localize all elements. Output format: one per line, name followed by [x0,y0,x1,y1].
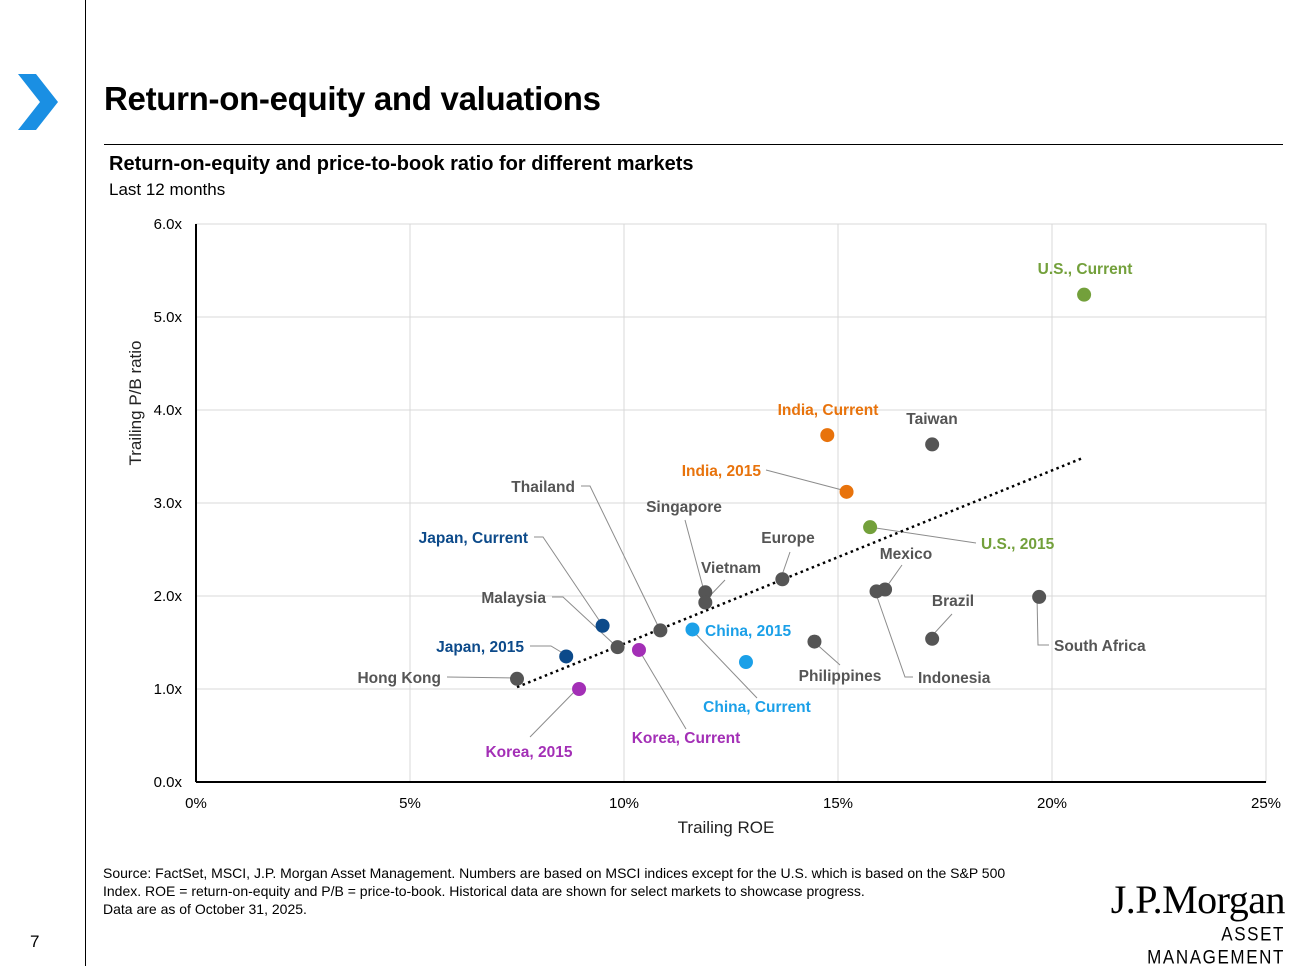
data-point [698,595,713,610]
x-tick-label: 5% [399,795,421,812]
leader-line [529,687,579,738]
data-label: South Africa [1054,638,1146,655]
source-line: Source: FactSet, MSCI, J.P. Morgan Asset… [103,865,1006,881]
data-label: Japan, Current [419,530,528,547]
source-line: Data are as of October 31, 2025. [103,901,307,917]
y-tick-label: 4.0x [154,402,183,419]
data-point [1077,287,1092,302]
data-label: Mexico [880,546,933,563]
x-axis-title: Trailing ROE [678,818,775,837]
leader-line [534,536,604,627]
data-label: Brazil [932,593,974,610]
x-tick-label: 10% [609,795,639,812]
leader-line [581,485,661,631]
data-point [807,634,822,649]
data-point [595,618,610,633]
scatter-chart: 0% 5% 10% 15% 20% 25% 0.0x 1.0x 2.0x 3.0x 4.0x 5.0x… [126,216,1281,837]
y-tick-label: 0.0x [154,774,183,791]
data-point [738,655,753,670]
data-label: Indonesia [918,670,991,687]
data-label: Vietnam [701,560,761,577]
data-label: China, Current [703,699,811,716]
leader-line [1036,595,1049,646]
y-tick-label: 3.0x [154,495,183,512]
jpmorgan-logo: J.P.Morgan ASSET MANAGEMENT [1100,877,1286,968]
y-tick-label: 2.0x [154,588,183,605]
data-point [925,631,940,646]
chart-subtitle: Last 12 months [109,180,226,199]
data-label: Europe [761,530,815,547]
data-point [925,437,940,452]
leader-line [638,649,687,730]
data-label: China, 2015 [705,623,792,640]
y-tick-label: 6.0x [154,216,183,233]
data-label: U.S., 2015 [981,536,1055,553]
logo-subtitle: ASSET MANAGEMENT [1147,923,1285,968]
data-point [698,585,713,600]
title-divider [104,144,1283,145]
data-label: Japan, 2015 [436,639,524,656]
data-label: Malaysia [481,590,546,607]
data-label: U.S., Current [1038,261,1133,278]
data-label: India, 2015 [682,463,762,480]
data-point [572,682,587,696]
page-title: Return-on-equity and valuations [104,80,601,117]
leader-line [874,590,913,678]
data-point [839,484,854,499]
data-point [559,649,574,664]
trendline [516,456,1085,689]
data-label: Thailand [511,479,575,496]
y-tick-label: 1.0x [154,681,183,698]
data-label: Taiwan [906,411,957,428]
page-number: 7 [30,932,40,951]
data-point [775,572,790,587]
leader-line [446,676,518,679]
data-label: Korea, Current [632,730,741,747]
logo-wordmark: J.P.Morgan [1110,877,1286,922]
left-divider-line [85,0,86,966]
data-point [631,642,646,657]
data-point [510,671,524,686]
source-note: Source: FactSet, MSCI, J.P. Morgan Asset… [103,864,1103,918]
x-tick-label: 25% [1251,795,1281,812]
source-line: Index. ROE = return-on-equity and P/B = … [103,883,865,899]
data-point [685,622,700,637]
chart-title: Return-on-equity and price-to-book ratio… [109,153,694,175]
leader-line [868,526,977,544]
data-point [610,640,625,655]
data-point [869,584,884,599]
x-tick-label: 0% [185,795,207,812]
data-point [863,520,878,535]
y-tick-label: 5.0x [154,309,183,326]
data-point [653,623,668,638]
leader-line [765,469,847,492]
data-point [820,428,835,443]
data-label: Singapore [646,499,722,516]
data-label: Korea, 2015 [485,744,572,761]
data-label: India, Current [778,402,879,419]
x-tick-label: 15% [823,795,853,812]
leader-line [690,628,758,699]
y-axis-title: Trailing P/B ratio [126,340,145,465]
x-tick-label: 20% [1037,795,1067,812]
chevron-right-icon [18,74,58,130]
leader-line [684,519,705,592]
data-label: Philippines [799,668,882,685]
data-point [1032,589,1047,604]
data-label: Hong Kong [357,670,441,687]
